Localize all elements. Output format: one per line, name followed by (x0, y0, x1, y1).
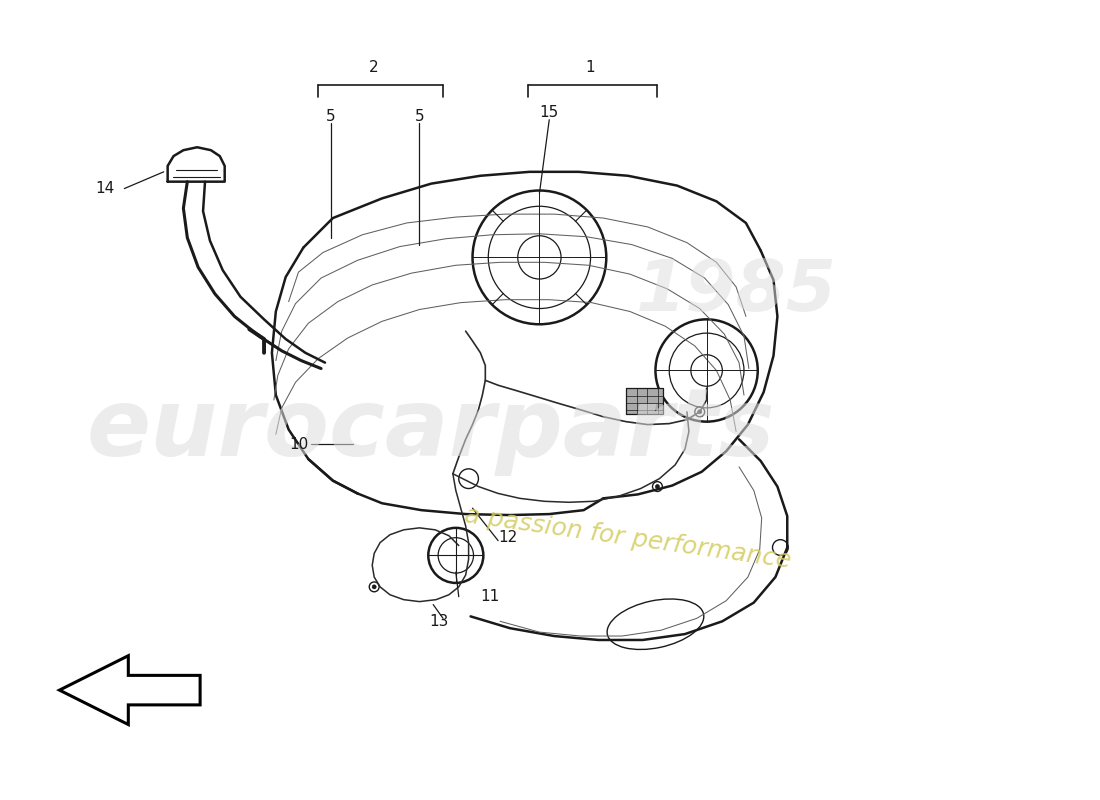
Circle shape (372, 585, 376, 589)
Text: 14: 14 (96, 181, 114, 196)
Circle shape (697, 410, 702, 414)
Text: 1985: 1985 (636, 258, 837, 326)
Text: 13: 13 (429, 614, 449, 629)
Text: 15: 15 (540, 106, 559, 120)
Text: 5: 5 (415, 110, 425, 124)
Polygon shape (59, 656, 200, 725)
Bar (626, 388, 663, 414)
Text: 12: 12 (498, 530, 517, 545)
Circle shape (656, 485, 659, 489)
Text: 5: 5 (326, 110, 336, 124)
Text: a passion for performance: a passion for performance (463, 503, 793, 573)
Text: 11: 11 (481, 589, 499, 604)
Text: 2: 2 (370, 60, 379, 75)
Text: 10: 10 (289, 437, 308, 452)
Text: eurocarparts: eurocarparts (87, 383, 776, 475)
Text: 1: 1 (585, 60, 595, 75)
